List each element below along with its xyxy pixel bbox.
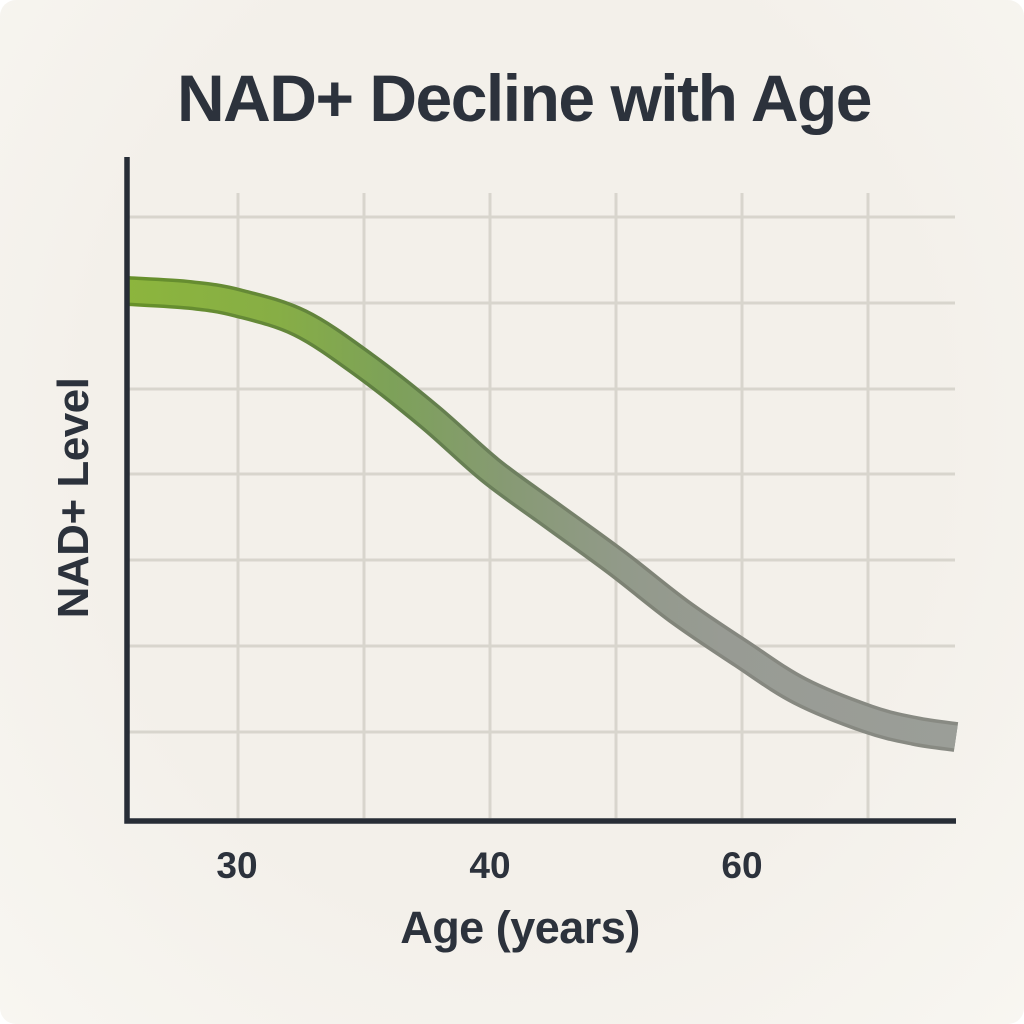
x-tick-label-60: 60 [721,845,763,886]
chart-title: NAD+ Decline with Age [176,61,873,135]
axes [124,157,956,824]
x-tick-label-30: 30 [216,845,258,886]
nad-curve [126,279,958,749]
x-axis-label: Age (years) [400,902,640,953]
x-tick-label-40: 40 [469,845,511,886]
